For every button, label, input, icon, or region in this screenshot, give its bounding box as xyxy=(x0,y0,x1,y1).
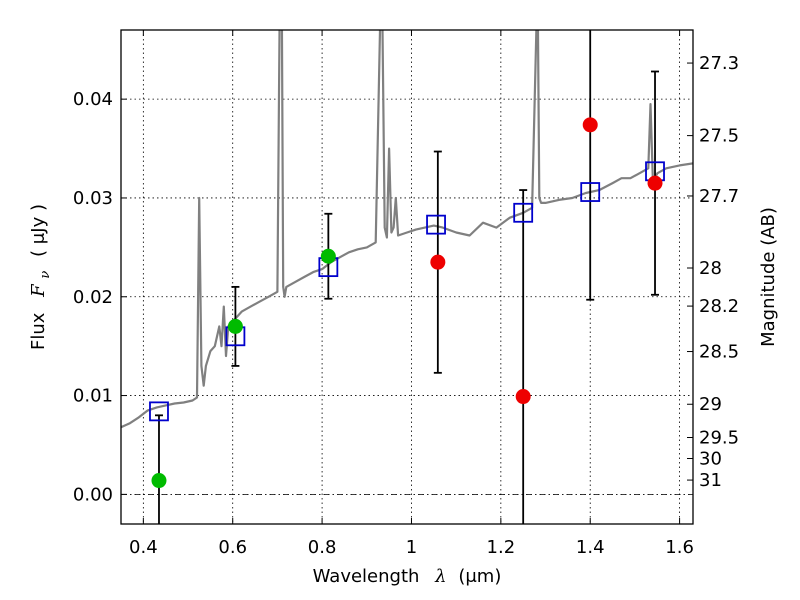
magnitude-tick-label: 31 xyxy=(699,470,722,491)
magnitude-tick-label: 27.7 xyxy=(699,186,739,207)
model-photometry-square xyxy=(513,202,534,223)
magnitude-tick-label: 28 xyxy=(699,258,722,279)
model-photometry-square xyxy=(580,182,601,202)
magnitude-tick-label: 30 xyxy=(699,448,722,469)
magnitude-tick-label: 27.5 xyxy=(699,126,739,147)
x-tick-label: 0.4 xyxy=(129,537,158,558)
magnitude-tick-label: 29 xyxy=(699,394,722,415)
spectrum-group xyxy=(121,30,693,429)
y-tick-label: 0.03 xyxy=(73,188,113,209)
x-tick-label: 1.2 xyxy=(487,537,516,558)
tick-labels: 0.4 0.6 0.8 1 1.2 1.4 1.6 0.00 0.01 0.02 0.03 0.04 2… xyxy=(73,53,739,558)
measurement-point xyxy=(582,117,598,133)
ticks xyxy=(121,30,693,524)
spectrum-line xyxy=(121,30,693,429)
x-axis-title: Wavelength λ (μm) xyxy=(313,566,502,587)
y-axis-subscript: ν xyxy=(38,271,53,279)
plot-frame xyxy=(120,29,694,525)
y-axis-label: Flux xyxy=(28,312,49,350)
x-axis-unit: (μm) xyxy=(458,566,501,587)
magnitude-axis-title: Magnitude (AB) xyxy=(758,207,779,347)
measurement-point xyxy=(320,248,336,264)
y-tick-label: 0.00 xyxy=(73,484,113,505)
y-tick-label: 0.04 xyxy=(73,89,113,110)
y-axis-unit: ( μJy ) xyxy=(28,204,49,257)
y-axis-title: Flux F ν ( μJy ) xyxy=(28,204,54,350)
measurement-point xyxy=(647,175,663,191)
y-tick-label: 0.01 xyxy=(73,386,113,407)
magnitude-tick-label: 28.2 xyxy=(699,296,739,317)
measurement-point xyxy=(430,254,446,270)
measurement-point xyxy=(151,473,167,489)
magnitude-tick-label: 27.3 xyxy=(699,53,739,74)
x-tick-label: 0.8 xyxy=(308,537,337,558)
y-axis-symbol: F xyxy=(28,283,49,298)
x-axis-symbol: λ xyxy=(434,566,446,587)
measurement-point xyxy=(515,389,531,405)
x-tick-label: 1.4 xyxy=(576,537,605,558)
magnitude-tick-label: 29.5 xyxy=(699,428,739,449)
x-axis-label: Wavelength xyxy=(313,566,420,587)
model-photometry-square xyxy=(149,401,169,422)
model-photometry-square xyxy=(426,214,446,235)
x-tick-label: 0.6 xyxy=(218,537,247,558)
x-tick-label: 1 xyxy=(406,537,417,558)
magnitude-tick-label: 28.5 xyxy=(699,342,739,363)
x-tick-label: 1.6 xyxy=(665,537,694,558)
measurement-point xyxy=(227,318,243,334)
y-tick-label: 0.02 xyxy=(73,287,113,308)
measurement-group xyxy=(151,117,663,489)
